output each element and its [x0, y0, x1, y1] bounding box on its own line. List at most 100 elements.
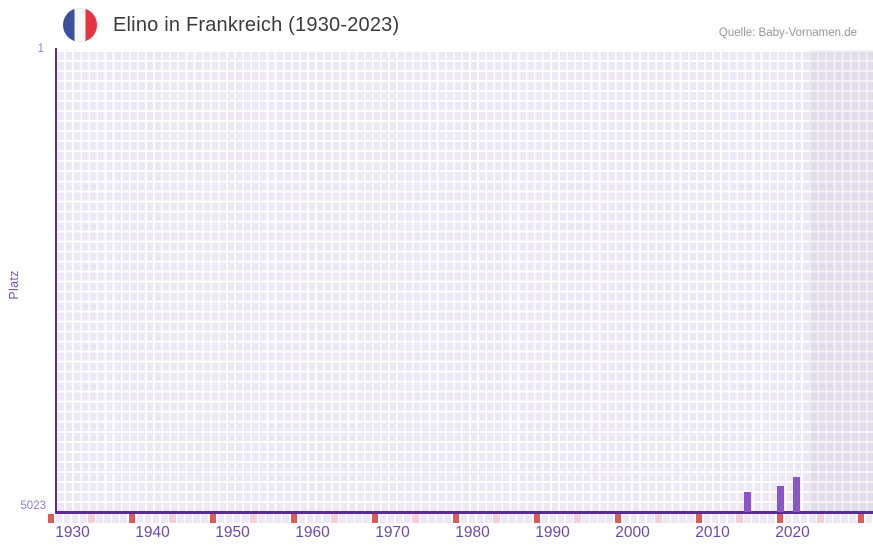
year-tick-square	[703, 514, 711, 523]
year-tick-square	[501, 514, 508, 523]
year-tick-square	[517, 514, 524, 523]
x-tick-label: 1980	[455, 524, 490, 541]
x-tick-label: 2010	[695, 524, 730, 541]
year-tick-square	[347, 514, 354, 523]
year-tick-square	[663, 514, 670, 523]
year-tick-square	[225, 514, 233, 523]
half-decade-tick-square	[736, 514, 743, 523]
y-axis-max-label: 1	[37, 43, 44, 55]
year-tick-square	[711, 514, 719, 523]
y-axis-min-label: 5023	[20, 500, 46, 512]
year-tick-square	[727, 514, 735, 523]
x-tick-label: 1930	[55, 524, 90, 541]
year-tick-square	[719, 514, 727, 523]
year-tick-square	[152, 514, 160, 523]
x-tick-label: 1960	[295, 524, 330, 541]
year-tick-square	[484, 514, 492, 523]
half-decade-tick-square	[169, 514, 176, 523]
year-tick-square	[752, 514, 759, 523]
year-tick-square	[436, 514, 443, 523]
decade-tick-square	[371, 514, 379, 523]
year-tick-square	[476, 514, 484, 523]
year-tick-square	[403, 514, 411, 523]
year-tick-square	[63, 514, 71, 523]
france-flag-icon	[63, 8, 97, 42]
year-tick-square	[104, 514, 111, 523]
year-tick-square	[387, 514, 395, 523]
year-tick-square	[549, 514, 557, 523]
year-tick-square	[160, 514, 168, 523]
decade-tick-square	[533, 514, 541, 523]
year-tick-square	[784, 514, 792, 523]
decade-tick-square	[290, 514, 298, 523]
year-tick-square	[646, 514, 654, 523]
year-tick-square	[557, 514, 565, 523]
x-axis-line	[55, 511, 873, 514]
half-decade-tick-square	[412, 514, 419, 523]
year-tick-square	[679, 514, 686, 523]
year-tick-square	[55, 514, 63, 523]
year-tick-square	[509, 514, 516, 523]
year-tick-square	[792, 514, 800, 523]
rank-bar-2022[interactable]	[792, 477, 800, 512]
year-tick-square	[687, 514, 695, 523]
year-tick-square	[241, 514, 249, 523]
year-tick-square	[355, 514, 362, 523]
decade-tick-square	[857, 514, 865, 523]
year-tick-square	[233, 514, 241, 523]
year-tick-square	[468, 514, 476, 523]
year-tick-square	[598, 514, 605, 523]
year-tick-square	[525, 514, 533, 523]
x-tick-label: 1950	[215, 524, 250, 541]
year-tick-square	[833, 514, 840, 523]
half-decade-tick-square	[655, 514, 662, 523]
year-tick-square	[849, 514, 857, 523]
y-axis-title: Platz	[7, 270, 21, 300]
year-tick-square	[71, 514, 79, 523]
half-decade-tick-square	[88, 514, 95, 523]
year-tick-square	[744, 514, 751, 523]
year-tick-square	[274, 514, 281, 523]
year-tick-square	[306, 514, 314, 523]
decade-tick-square	[614, 514, 622, 523]
decade-tick-square	[452, 514, 460, 523]
year-tick-square	[282, 514, 290, 523]
x-tick-label: 1970	[375, 524, 410, 541]
source-label: Quelle: Baby-Vornamen.de	[718, 27, 857, 39]
year-tick-square	[177, 514, 184, 523]
year-tick-square	[630, 514, 638, 523]
decade-tick-square	[209, 514, 217, 523]
y-axis-line	[55, 48, 57, 513]
year-tick-square	[298, 514, 306, 523]
year-tick-square	[800, 514, 808, 523]
year-tick-square	[120, 514, 128, 523]
year-tick-square	[420, 514, 427, 523]
x-tick-label: 1940	[135, 524, 170, 541]
year-tick-square	[322, 514, 330, 523]
year-tick-square	[379, 514, 387, 523]
year-tick-square	[541, 514, 549, 523]
x-tick-label: 1990	[535, 524, 570, 541]
x-tick-label: 2000	[615, 524, 650, 541]
year-tick-square	[428, 514, 435, 523]
year-tick-square	[395, 514, 403, 523]
year-tick-square	[622, 514, 630, 523]
half-decade-tick-square	[331, 514, 338, 523]
year-tick-square	[185, 514, 192, 523]
year-tick-square	[768, 514, 776, 523]
year-tick-square	[590, 514, 597, 523]
decade-tick-square	[128, 514, 136, 523]
year-tick-square	[314, 514, 322, 523]
rank-bar-2016[interactable]	[744, 491, 752, 512]
half-decade-tick-square	[250, 514, 257, 523]
rank-bar-2020[interactable]	[776, 485, 784, 512]
half-decade-tick-square	[493, 514, 500, 523]
year-tick-square	[363, 514, 371, 523]
year-tick-square	[760, 514, 767, 523]
year-tick-square	[582, 514, 589, 523]
year-tick-square	[258, 514, 265, 523]
year-tick-square	[217, 514, 225, 523]
year-tick-square	[865, 514, 873, 523]
plot-area-grid	[56, 50, 873, 511]
